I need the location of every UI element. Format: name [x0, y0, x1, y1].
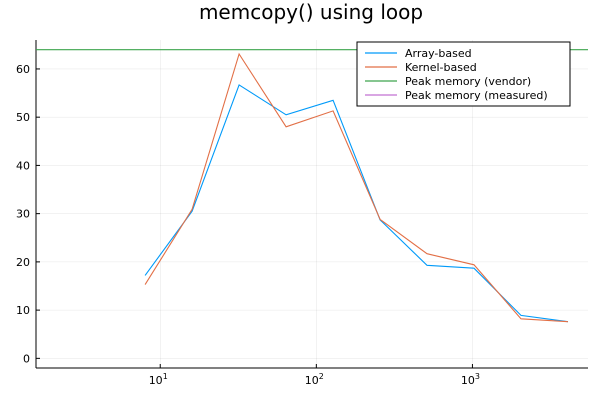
legend-label-kernel-based: Kernel-based [405, 61, 477, 74]
axes: 0 10 20 30 40 50 60 101 102 103 [16, 40, 588, 387]
series-line-kernel-based [144, 52, 569, 323]
y-tick-label: 30 [16, 208, 30, 221]
y-tick-label: 40 [16, 159, 30, 172]
y-tick-label: 20 [16, 256, 30, 269]
y-tick-label: 50 [16, 111, 30, 124]
series-line-array-based [144, 84, 569, 323]
legend-label-array-based: Array-based [405, 47, 472, 60]
y-tick-label: 60 [16, 63, 30, 76]
x-tick-label: 102 [305, 372, 324, 387]
y-tick-label: 10 [16, 304, 30, 317]
x-tick-label: 101 [149, 372, 168, 387]
grid [36, 40, 588, 368]
y-tick-label: 0 [23, 352, 30, 365]
chart-title: memcopy() using loop [199, 0, 423, 24]
legend-label-peak-memory-vendor: Peak memory (vendor) [405, 75, 531, 88]
legend-label-peak-memory-measured: Peak memory (measured) [405, 89, 548, 102]
x-tick-label: 103 [461, 372, 480, 387]
